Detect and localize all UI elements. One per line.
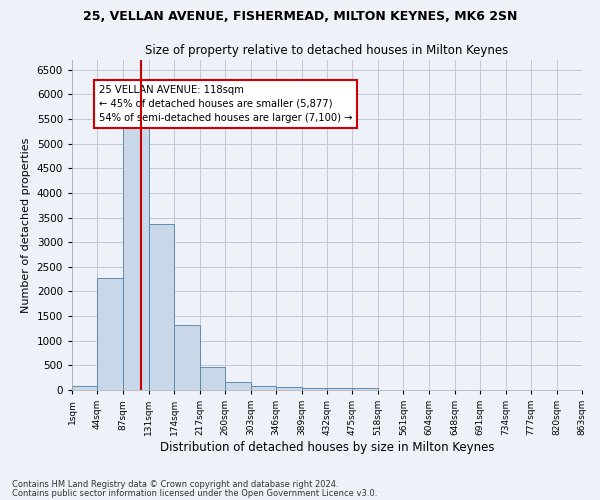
Bar: [200, 366, 225, 390]
Bar: [225, 382, 251, 390]
Y-axis label: Number of detached properties: Number of detached properties: [21, 138, 31, 312]
X-axis label: Distribution of detached houses by size in Milton Keynes: Distribution of detached houses by size …: [160, 441, 494, 454]
Bar: [123, 122, 149, 390]
Bar: [352, 388, 378, 390]
Bar: [149, 224, 175, 390]
Bar: [276, 388, 302, 390]
Text: Contains HM Land Registry data © Crown copyright and database right 2024.: Contains HM Land Registry data © Crown c…: [12, 480, 338, 489]
Bar: [97, 278, 123, 390]
Text: Contains public sector information licensed under the Open Government Licence v3: Contains public sector information licen…: [12, 488, 377, 498]
Bar: [327, 388, 352, 390]
Bar: [175, 324, 200, 390]
Title: Size of property relative to detached houses in Milton Keynes: Size of property relative to detached ho…: [145, 44, 509, 58]
Text: 25 VELLAN AVENUE: 118sqm
← 45% of detached houses are smaller (5,877)
54% of sem: 25 VELLAN AVENUE: 118sqm ← 45% of detach…: [98, 84, 352, 122]
Bar: [302, 388, 327, 390]
Bar: [72, 386, 97, 390]
Bar: [251, 386, 276, 390]
Text: 25, VELLAN AVENUE, FISHERMEAD, MILTON KEYNES, MK6 2SN: 25, VELLAN AVENUE, FISHERMEAD, MILTON KE…: [83, 10, 517, 23]
